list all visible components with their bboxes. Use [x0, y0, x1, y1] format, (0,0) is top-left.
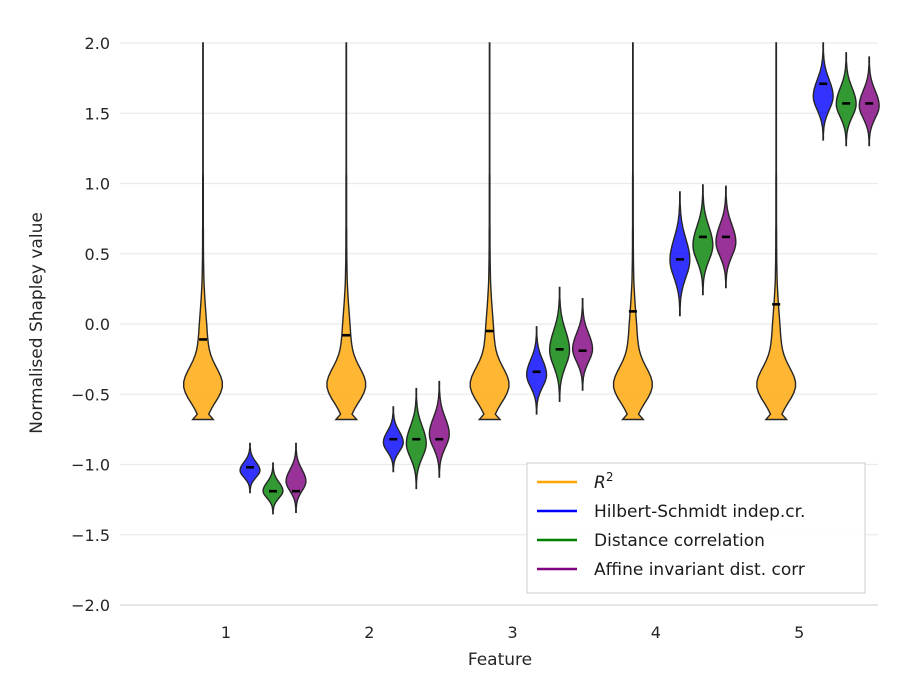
y-tick-label: −1.5: [71, 526, 110, 545]
violin-4-5: [858, 56, 880, 147]
legend: R2 Hilbert-Schmidt indep.cr. Distance corr…: [526, 462, 866, 594]
x-tick-label: 3: [508, 623, 518, 642]
y-tick-label: 1.0: [85, 175, 110, 194]
violin-1-4: [612, 42, 653, 421]
x-tick-label: 1: [221, 623, 231, 642]
violin-4-3: [572, 298, 594, 391]
y-tick-label: 2.0: [85, 34, 110, 53]
y-tick-label: −0.5: [71, 385, 110, 404]
y-axis: −2.0 −1.5 −1.0 −0.5 0.0 0.5 1.0 1.5 2.0: [71, 34, 110, 615]
violin-3-3: [549, 286, 571, 402]
y-tick-label: 0.0: [85, 315, 110, 334]
violin-1-1: [183, 42, 223, 421]
violin-1-2: [326, 42, 367, 421]
x-axis-label: Feature: [468, 650, 532, 670]
violin-2-4: [669, 191, 691, 317]
violin-4-1: [285, 442, 307, 513]
violin-1-3: [469, 42, 510, 421]
x-tick-label: 2: [364, 623, 374, 642]
violin-2-5: [812, 42, 834, 141]
violin-3-1: [262, 462, 284, 515]
legend-label: R2: [594, 470, 613, 493]
y-tick-label: −2.0: [71, 596, 110, 615]
violin-3-5: [835, 52, 857, 147]
y-axis-label: Normalised Shapley value: [27, 212, 47, 434]
y-tick-label: 1.5: [85, 104, 110, 123]
violin-1-5: [756, 42, 797, 421]
x-tick-label: 4: [651, 623, 661, 642]
legend-label: Affine invariant dist. corr: [594, 560, 805, 580]
violin-3-4: [692, 184, 714, 296]
x-axis: 1 2 3 4 5: [221, 623, 804, 642]
y-tick-label: −1.0: [71, 456, 110, 475]
y-tick-label: 0.5: [85, 245, 110, 264]
legend-box: [526, 462, 866, 594]
x-tick-label: 5: [794, 623, 804, 642]
legend-label: Hilbert-Schmidt indep.cr.: [594, 502, 805, 522]
violins: [183, 42, 880, 515]
violin-2-3: [526, 326, 548, 415]
legend-label: Distance correlation: [594, 531, 765, 551]
violin-4-2: [428, 380, 450, 478]
